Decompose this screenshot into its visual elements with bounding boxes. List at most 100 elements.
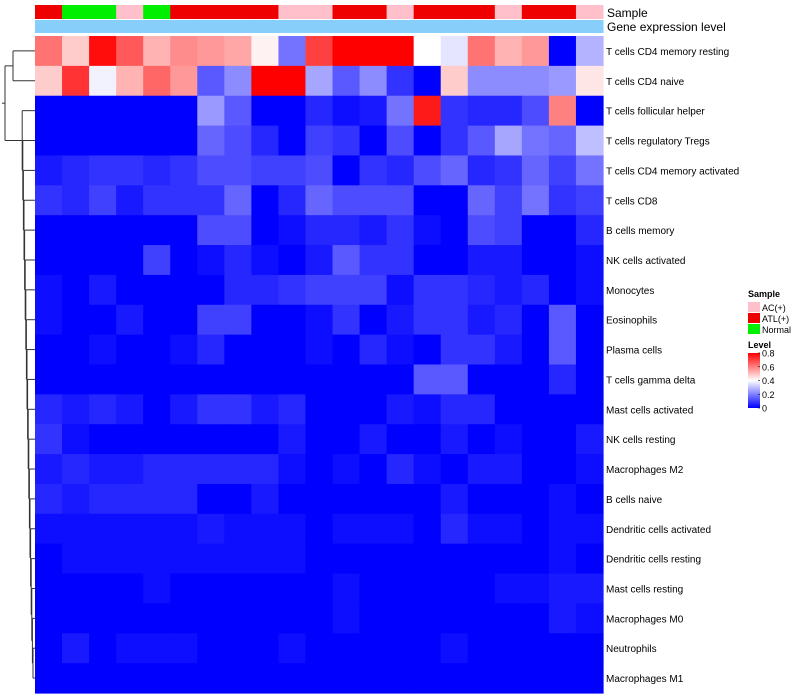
heatmap-cell [494,304,523,336]
heatmap-cell [332,125,361,157]
heatmap-cell [413,215,442,246]
expression-annotation-cell [494,20,523,33]
heatmap-cell [440,95,469,127]
row-label: T cells follicular helper [606,107,705,118]
heatmap-cell [548,364,577,395]
heatmap-cell [62,424,90,455]
heatmap-cell [494,125,523,157]
heatmap-cell [278,573,307,605]
level-legend-title: Level [748,340,771,350]
sample-annotation-cell [386,5,415,19]
heatmap-cell [305,364,334,395]
row-label: Plasma cells [606,346,662,357]
heatmap-cell [332,95,361,127]
heatmap-cell [440,274,469,306]
expression-annotation-cell [386,20,415,33]
sample-annotation-cell [413,5,442,19]
heatmap-cell [305,334,334,366]
heatmap-cell [278,65,307,97]
heatmap-cell [467,513,496,545]
heatmap-cell [170,603,198,634]
heatmap-cell [494,663,523,694]
sample-legend-label: Normal [762,325,791,335]
heatmap-cell [89,633,117,664]
heatmap-cell [197,155,225,186]
heatmap-cell [494,543,523,575]
heatmap-cell [386,155,415,186]
heatmap-cell [305,215,334,246]
heatmap-cell [440,364,469,395]
heatmap-cell [143,334,171,366]
expression-annotation-cell [467,20,496,33]
heatmap-cell [143,454,171,485]
heatmap-cell [575,304,604,336]
heatmap-cell [575,65,604,97]
heatmap-cell [548,155,577,186]
heatmap-cell [35,274,63,306]
row-label: B cells memory [606,226,674,237]
heatmap-cell [386,633,415,664]
heatmap-cell [386,603,415,634]
heatmap-cell [359,603,388,634]
heatmap-cell [386,573,415,605]
heatmap-cell [359,36,388,67]
heatmap-cell [575,663,604,694]
expression-annotation-cell [413,20,442,33]
heatmap-cell [359,304,388,336]
heatmap-cell [35,633,63,664]
row-label: Neutrophils [606,644,657,655]
heatmap-cell [494,394,523,425]
heatmap-cell [521,364,550,395]
heatmap-cell [170,95,198,127]
heatmap-cell [359,424,388,455]
heatmap-cell [548,394,577,425]
heatmap-cell [251,513,280,545]
heatmap-cell [440,36,469,67]
heatmap-cell [251,274,280,306]
heatmap-cell [521,125,550,157]
heatmap-cell [359,334,388,366]
heatmap-cell [35,483,63,515]
heatmap-cell [224,36,252,67]
row-label: T cells CD4 memory resting [606,47,729,58]
sample-annotation-cell [251,5,279,19]
heatmap-cell [494,603,523,634]
sample-annotation-cell [143,5,171,19]
heatmap-cell [305,543,334,575]
heatmap-cell [413,334,442,366]
heatmap-cell [278,394,307,425]
level-tick-label: 0 [762,404,767,414]
heatmap-cell [143,543,171,575]
heatmap-cell [386,334,415,366]
heatmap-cell [116,513,144,545]
expression-annotation-cell [143,20,171,33]
heatmap-cell [224,573,252,605]
heatmap-cell [575,454,604,485]
row-label: B cells naive [606,495,663,506]
heatmap-cell [143,424,171,455]
heatmap-cell [359,663,388,694]
heatmap-cell [548,245,577,276]
heatmap-cell [305,95,334,127]
heatmap-cell [305,603,334,634]
row-label: Dendritic cells activated [606,525,711,536]
heatmap-cell [575,424,604,455]
heatmap-cell [521,483,550,515]
heatmap-cell [170,185,198,216]
heatmap-cell [521,215,550,246]
heatmap-cell [278,304,307,336]
heatmap-cell [521,155,550,186]
heatmap-cell [62,95,90,127]
heatmap-cell [35,36,63,67]
heatmap-cell [548,274,577,306]
heatmap-cell [440,185,469,216]
heatmap-cell [305,155,334,186]
sample-annotation-cell [224,5,252,19]
heatmap-cell [224,603,252,634]
heatmap-cell [35,65,63,97]
heatmap-cell [548,424,577,455]
heatmap-cell [170,483,198,515]
heatmap-cell [170,394,198,425]
heatmap-cell [548,543,577,575]
